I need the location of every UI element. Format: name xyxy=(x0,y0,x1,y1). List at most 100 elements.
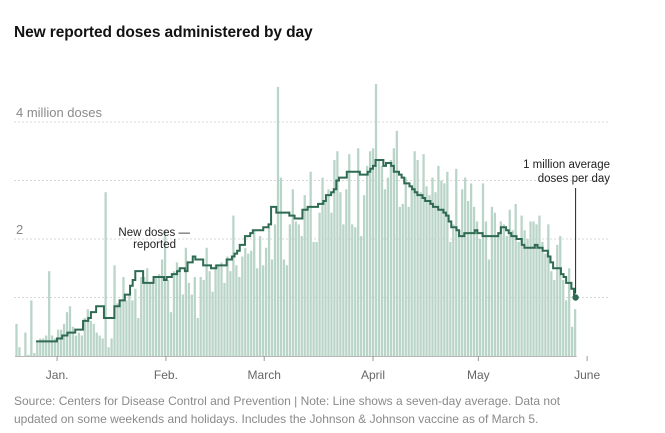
dose-bar xyxy=(398,206,401,356)
dose-bar xyxy=(374,83,378,356)
dose-bar xyxy=(77,332,81,356)
annotation-new-doses-line-2: reported xyxy=(133,239,176,251)
dose-bar xyxy=(39,338,42,356)
dose-bar xyxy=(259,236,262,356)
dose-bar xyxy=(386,177,390,356)
dose-bar xyxy=(273,224,277,357)
dose-bar xyxy=(455,168,458,356)
dose-bar xyxy=(556,244,559,356)
dose-bar xyxy=(472,206,476,356)
dose-bar xyxy=(413,151,416,356)
dose-bar xyxy=(514,203,517,356)
dose-bar xyxy=(380,165,384,357)
dose-bar xyxy=(573,309,577,356)
dose-bar xyxy=(181,294,185,356)
dose-bar xyxy=(95,332,98,356)
dose-bar xyxy=(496,236,499,356)
dose-bar xyxy=(312,241,315,357)
dose-bar xyxy=(321,177,324,356)
x-tick-label: April xyxy=(361,368,385,382)
dose-bar xyxy=(208,271,211,357)
dose-bar xyxy=(300,236,303,356)
y-tick-label: 2 xyxy=(16,222,23,237)
dose-bar xyxy=(92,323,95,356)
dose-bar xyxy=(101,338,104,356)
dose-bar xyxy=(345,189,348,356)
dose-bar xyxy=(357,148,360,356)
dose-bar xyxy=(389,160,393,356)
dose-bar xyxy=(377,160,381,356)
dose-bar xyxy=(407,206,410,356)
dose-bar xyxy=(169,312,173,357)
dose-bar xyxy=(146,268,149,356)
dose-bar xyxy=(342,224,345,357)
dose-bar xyxy=(128,294,131,356)
dose-bar xyxy=(15,323,18,356)
dose-bar xyxy=(18,347,21,357)
dose-bar xyxy=(152,282,155,357)
dose-bar xyxy=(187,282,190,357)
dose-bar xyxy=(309,171,312,356)
dose-bar xyxy=(270,259,274,356)
dose-bar xyxy=(250,250,253,356)
dose-bar xyxy=(490,206,494,356)
chart-plot: 4 million doses 2 Jan. Feb. March April May Ju… xyxy=(14,83,610,382)
dose-bar xyxy=(166,279,170,356)
dose-bar xyxy=(458,230,461,356)
dose-bar xyxy=(550,271,553,357)
dose-bar xyxy=(202,279,205,356)
dose-bar xyxy=(469,183,473,356)
dose-bar xyxy=(193,277,196,356)
dose-bar xyxy=(493,212,497,356)
source-line-1: Source: Centers for Disease Control and … xyxy=(14,394,561,408)
dose-bar xyxy=(217,265,220,356)
dose-bar xyxy=(315,241,318,357)
dose-bar xyxy=(333,160,336,356)
dose-bar xyxy=(383,189,387,356)
dose-bar xyxy=(80,335,83,356)
dose-bar xyxy=(568,268,571,356)
dose-bar xyxy=(520,215,523,356)
dose-bar xyxy=(45,335,48,356)
dose-bar xyxy=(541,241,544,357)
dose-bar xyxy=(538,215,541,356)
dose-bar xyxy=(214,265,217,356)
dose-bar xyxy=(110,338,113,356)
dose-bar xyxy=(422,154,425,356)
dose-bar xyxy=(51,335,54,356)
dose-bar xyxy=(190,294,193,356)
line-end-marker xyxy=(572,294,579,301)
dose-bar xyxy=(172,271,176,357)
dose-bar xyxy=(205,247,208,356)
dose-bar xyxy=(199,277,202,356)
dose-bar xyxy=(282,259,286,356)
dose-bar xyxy=(143,277,146,356)
dose-bar xyxy=(410,189,413,356)
chart-title: New reported doses administered by day xyxy=(14,24,313,41)
dose-bar xyxy=(160,259,164,356)
dose-bar xyxy=(30,300,33,356)
dose-bar xyxy=(294,221,297,356)
dose-bar xyxy=(33,353,36,356)
dose-bar xyxy=(68,306,72,356)
dose-bar xyxy=(348,154,351,356)
dose-bar xyxy=(24,332,27,356)
dose-bar xyxy=(184,247,187,356)
dose-bar xyxy=(336,151,339,356)
dose-bar xyxy=(36,341,39,357)
dose-bar xyxy=(83,317,86,356)
dose-bar xyxy=(238,277,241,356)
dose-bar xyxy=(425,186,428,356)
dose-bar xyxy=(178,268,182,356)
dose-bar xyxy=(89,320,92,356)
dose-bar xyxy=(149,282,152,357)
dose-bar xyxy=(535,224,538,357)
dose-bar xyxy=(475,221,479,356)
dose-bar xyxy=(481,183,485,356)
dose-bar xyxy=(449,241,452,357)
dose-bar xyxy=(74,335,78,356)
dose-bar xyxy=(404,177,407,356)
dose-bar xyxy=(98,335,101,356)
dose-bar xyxy=(232,215,235,356)
dose-bar xyxy=(196,317,199,356)
